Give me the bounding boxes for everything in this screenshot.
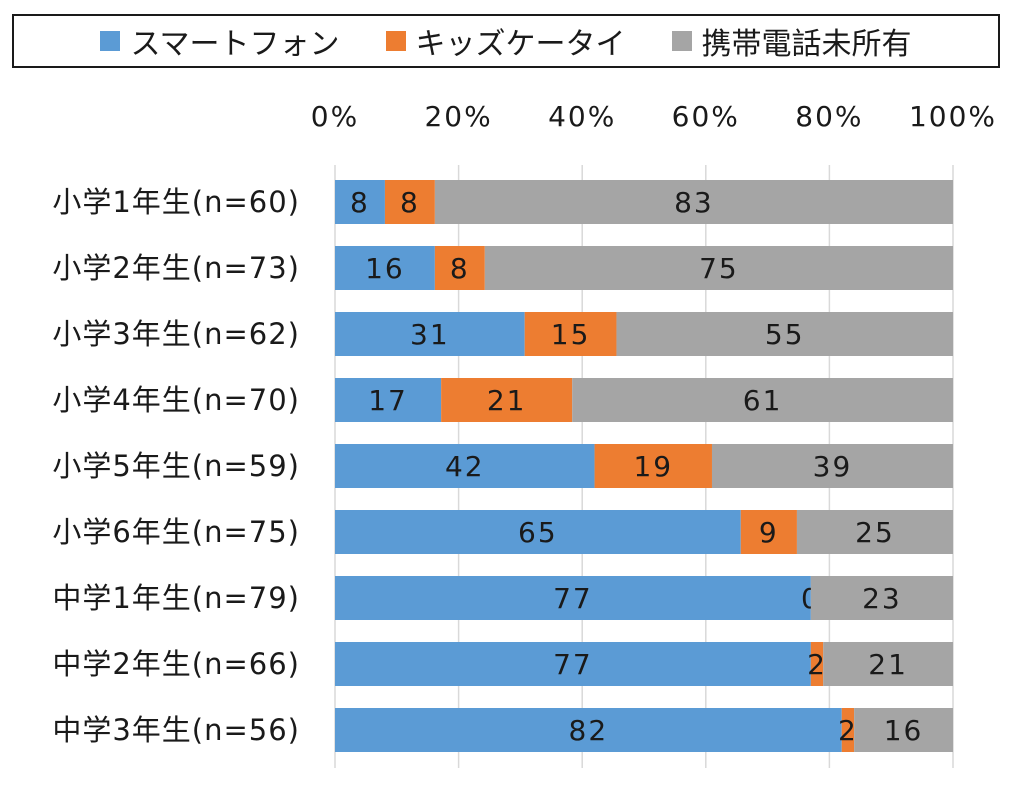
bar-segment [384, 180, 435, 224]
data-label: 15 [551, 318, 591, 351]
legend-swatch-smartphone [100, 31, 121, 51]
data-label: 65 [518, 516, 558, 549]
x-tick-label: 80% [795, 100, 863, 133]
data-label: 8 [350, 186, 370, 219]
data-label: 39 [813, 450, 853, 483]
bar-segment [335, 708, 842, 752]
x-tick-label: 100% [909, 100, 997, 133]
bar-segment [594, 444, 712, 488]
bar-segment [810, 642, 824, 686]
category-label: 中学3年生(n=56) [52, 713, 300, 747]
data-label: 83 [674, 186, 714, 219]
x-tick-label: 0% [311, 100, 359, 133]
category-label: 中学2年生(n=66) [52, 647, 300, 681]
bar-segment [484, 246, 953, 290]
data-label: 31 [410, 318, 450, 351]
data-label: 77 [553, 648, 593, 681]
bar-segment [823, 642, 953, 686]
data-label: 2 [838, 714, 858, 747]
bar-segment [711, 444, 953, 488]
legend-label-kids-phone: キッズケータイ [415, 27, 626, 62]
bar-segment [335, 246, 435, 290]
x-tick-label: 20% [424, 100, 492, 133]
bar-segment [335, 378, 442, 422]
data-label: 16 [365, 252, 405, 285]
bar-segment [335, 510, 741, 554]
data-label: 77 [553, 582, 593, 615]
data-label: 9 [759, 516, 779, 549]
bar-segment [796, 510, 953, 554]
data-label: 42 [445, 450, 485, 483]
legend-swatch-kids-phone [385, 31, 406, 51]
data-label: 23 [862, 582, 902, 615]
category-label: 小学5年生(n=59) [52, 449, 300, 483]
legend-item-smartphone: スマートフォン [100, 19, 340, 63]
data-label: 8 [400, 186, 420, 219]
data-label: 25 [855, 516, 895, 549]
bar-segment [841, 708, 855, 752]
data-label: 21 [868, 648, 908, 681]
data-label: 55 [765, 318, 805, 351]
legend-item-kids-phone: キッズケータイ [385, 19, 626, 63]
bar-segment [441, 378, 573, 422]
category-label: 小学6年生(n=75) [52, 515, 300, 549]
data-label: 2 [807, 648, 827, 681]
legend-item-no-phone: 携帯電話未所有 [671, 19, 912, 63]
category-label: 小学2年生(n=73) [52, 251, 300, 285]
category-label: 小学3年生(n=62) [52, 317, 300, 351]
data-label: 17 [368, 384, 408, 417]
bar-segment [572, 378, 953, 422]
legend: スマートフォン キッズケータイ 携帯電話未所有 [12, 14, 1000, 68]
bar-segment [616, 312, 953, 356]
x-tick-label: 40% [548, 100, 616, 133]
category-label: 中学1年生(n=79) [52, 581, 300, 615]
bar-segment [854, 708, 953, 752]
legend-swatch-no-phone [671, 31, 692, 51]
data-label: 19 [633, 450, 673, 483]
bar-segment [335, 444, 595, 488]
data-label: 75 [699, 252, 739, 285]
data-label: 16 [884, 714, 924, 747]
bar-segment [810, 576, 953, 620]
data-label: 21 [487, 384, 527, 417]
category-label: 小学1年生(n=60) [52, 185, 300, 219]
bar-segment [335, 576, 811, 620]
bar-segment [335, 642, 811, 686]
data-label: 8 [450, 252, 470, 285]
bar-segment [335, 312, 525, 356]
data-label: 82 [569, 714, 609, 747]
x-tick-label: 60% [672, 100, 740, 133]
bar-segment [740, 510, 797, 554]
data-label: 61 [743, 384, 783, 417]
legend-label-no-phone: 携帯電話未所有 [701, 27, 912, 62]
bar-segment [434, 180, 953, 224]
bar-segment [524, 312, 617, 356]
bar-segment [335, 180, 385, 224]
bar-segment [434, 246, 485, 290]
legend-label-smartphone: スマートフォン [130, 27, 340, 62]
category-label: 小学4年生(n=70) [52, 383, 300, 417]
